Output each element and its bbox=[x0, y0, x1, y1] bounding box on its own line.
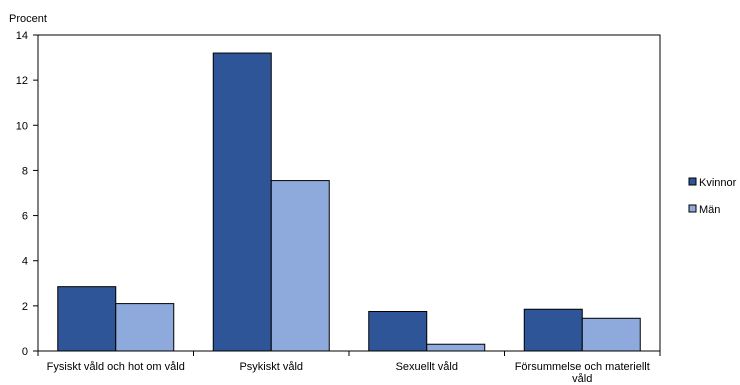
bar-m-n bbox=[270, 180, 330, 352]
x-category-label-line: Sexuellt våld bbox=[396, 361, 458, 373]
bar-kvinnor bbox=[368, 311, 428, 352]
x-category-label: Fysiskt våld och hot om våld bbox=[47, 361, 185, 373]
legend-label: Män bbox=[699, 204, 720, 216]
bar-kvinnor bbox=[57, 286, 117, 352]
y-tick-label: 14 bbox=[16, 30, 28, 42]
y-tick-label: 4 bbox=[22, 256, 28, 268]
legend-swatch bbox=[688, 204, 697, 213]
legend-label: Kvinnor bbox=[699, 177, 737, 189]
x-category-label: Psykiskt våld bbox=[239, 361, 303, 373]
x-category-label-line: Fysiskt våld och hot om våld bbox=[47, 361, 185, 373]
y-tick-label: 10 bbox=[16, 120, 28, 132]
y-tick-label: 0 bbox=[22, 346, 28, 358]
x-category-label-line: våld bbox=[572, 373, 592, 385]
bar-m-n bbox=[115, 303, 175, 352]
bar-kvinnor bbox=[523, 308, 583, 352]
x-category-label-line: Försummelse och materiellt bbox=[515, 361, 650, 373]
legend-swatch bbox=[688, 177, 697, 186]
y-axis-label: Procent bbox=[9, 13, 47, 25]
x-category-label: Sexuellt våld bbox=[396, 361, 458, 373]
x-category-label: Försummelse och materiellt våld bbox=[515, 361, 650, 385]
y-tick-label: 2 bbox=[22, 301, 28, 313]
y-tick-label: 12 bbox=[16, 75, 28, 87]
plot-area: 0 2 4 6 8 10 12 14 Fysiskt våld och hot om våld P… bbox=[16, 30, 661, 385]
x-category-label-line: Psykiskt våld bbox=[239, 361, 303, 373]
bar-m-n bbox=[581, 317, 641, 352]
bar-m-n bbox=[426, 343, 486, 352]
bar-kvinnor bbox=[212, 52, 272, 352]
legend: Kvinnor Män bbox=[688, 177, 737, 216]
y-tick-label: 6 bbox=[22, 211, 28, 223]
y-tick-label: 8 bbox=[22, 165, 28, 177]
